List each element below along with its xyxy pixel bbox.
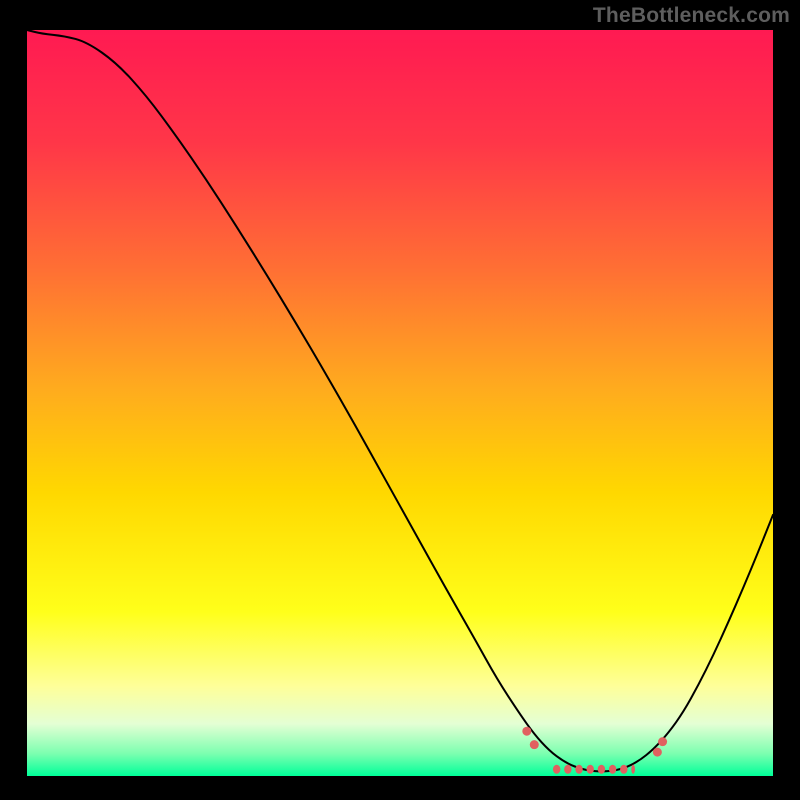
marker-dash [553,765,560,774]
marker-dot [653,748,662,757]
marker-dot [522,727,531,736]
marker-dash [609,765,616,774]
marker-dash [575,765,582,774]
marker-dash [620,765,627,774]
marker-dash [631,765,635,774]
marker-dash [598,765,605,774]
marker-dot [658,737,667,746]
marker-dash [564,765,571,774]
stage: TheBottleneck.com [0,0,800,800]
bottleneck-chart [0,0,800,800]
marker-dash [587,765,594,774]
marker-dot [530,740,539,749]
gradient-background [27,30,773,776]
